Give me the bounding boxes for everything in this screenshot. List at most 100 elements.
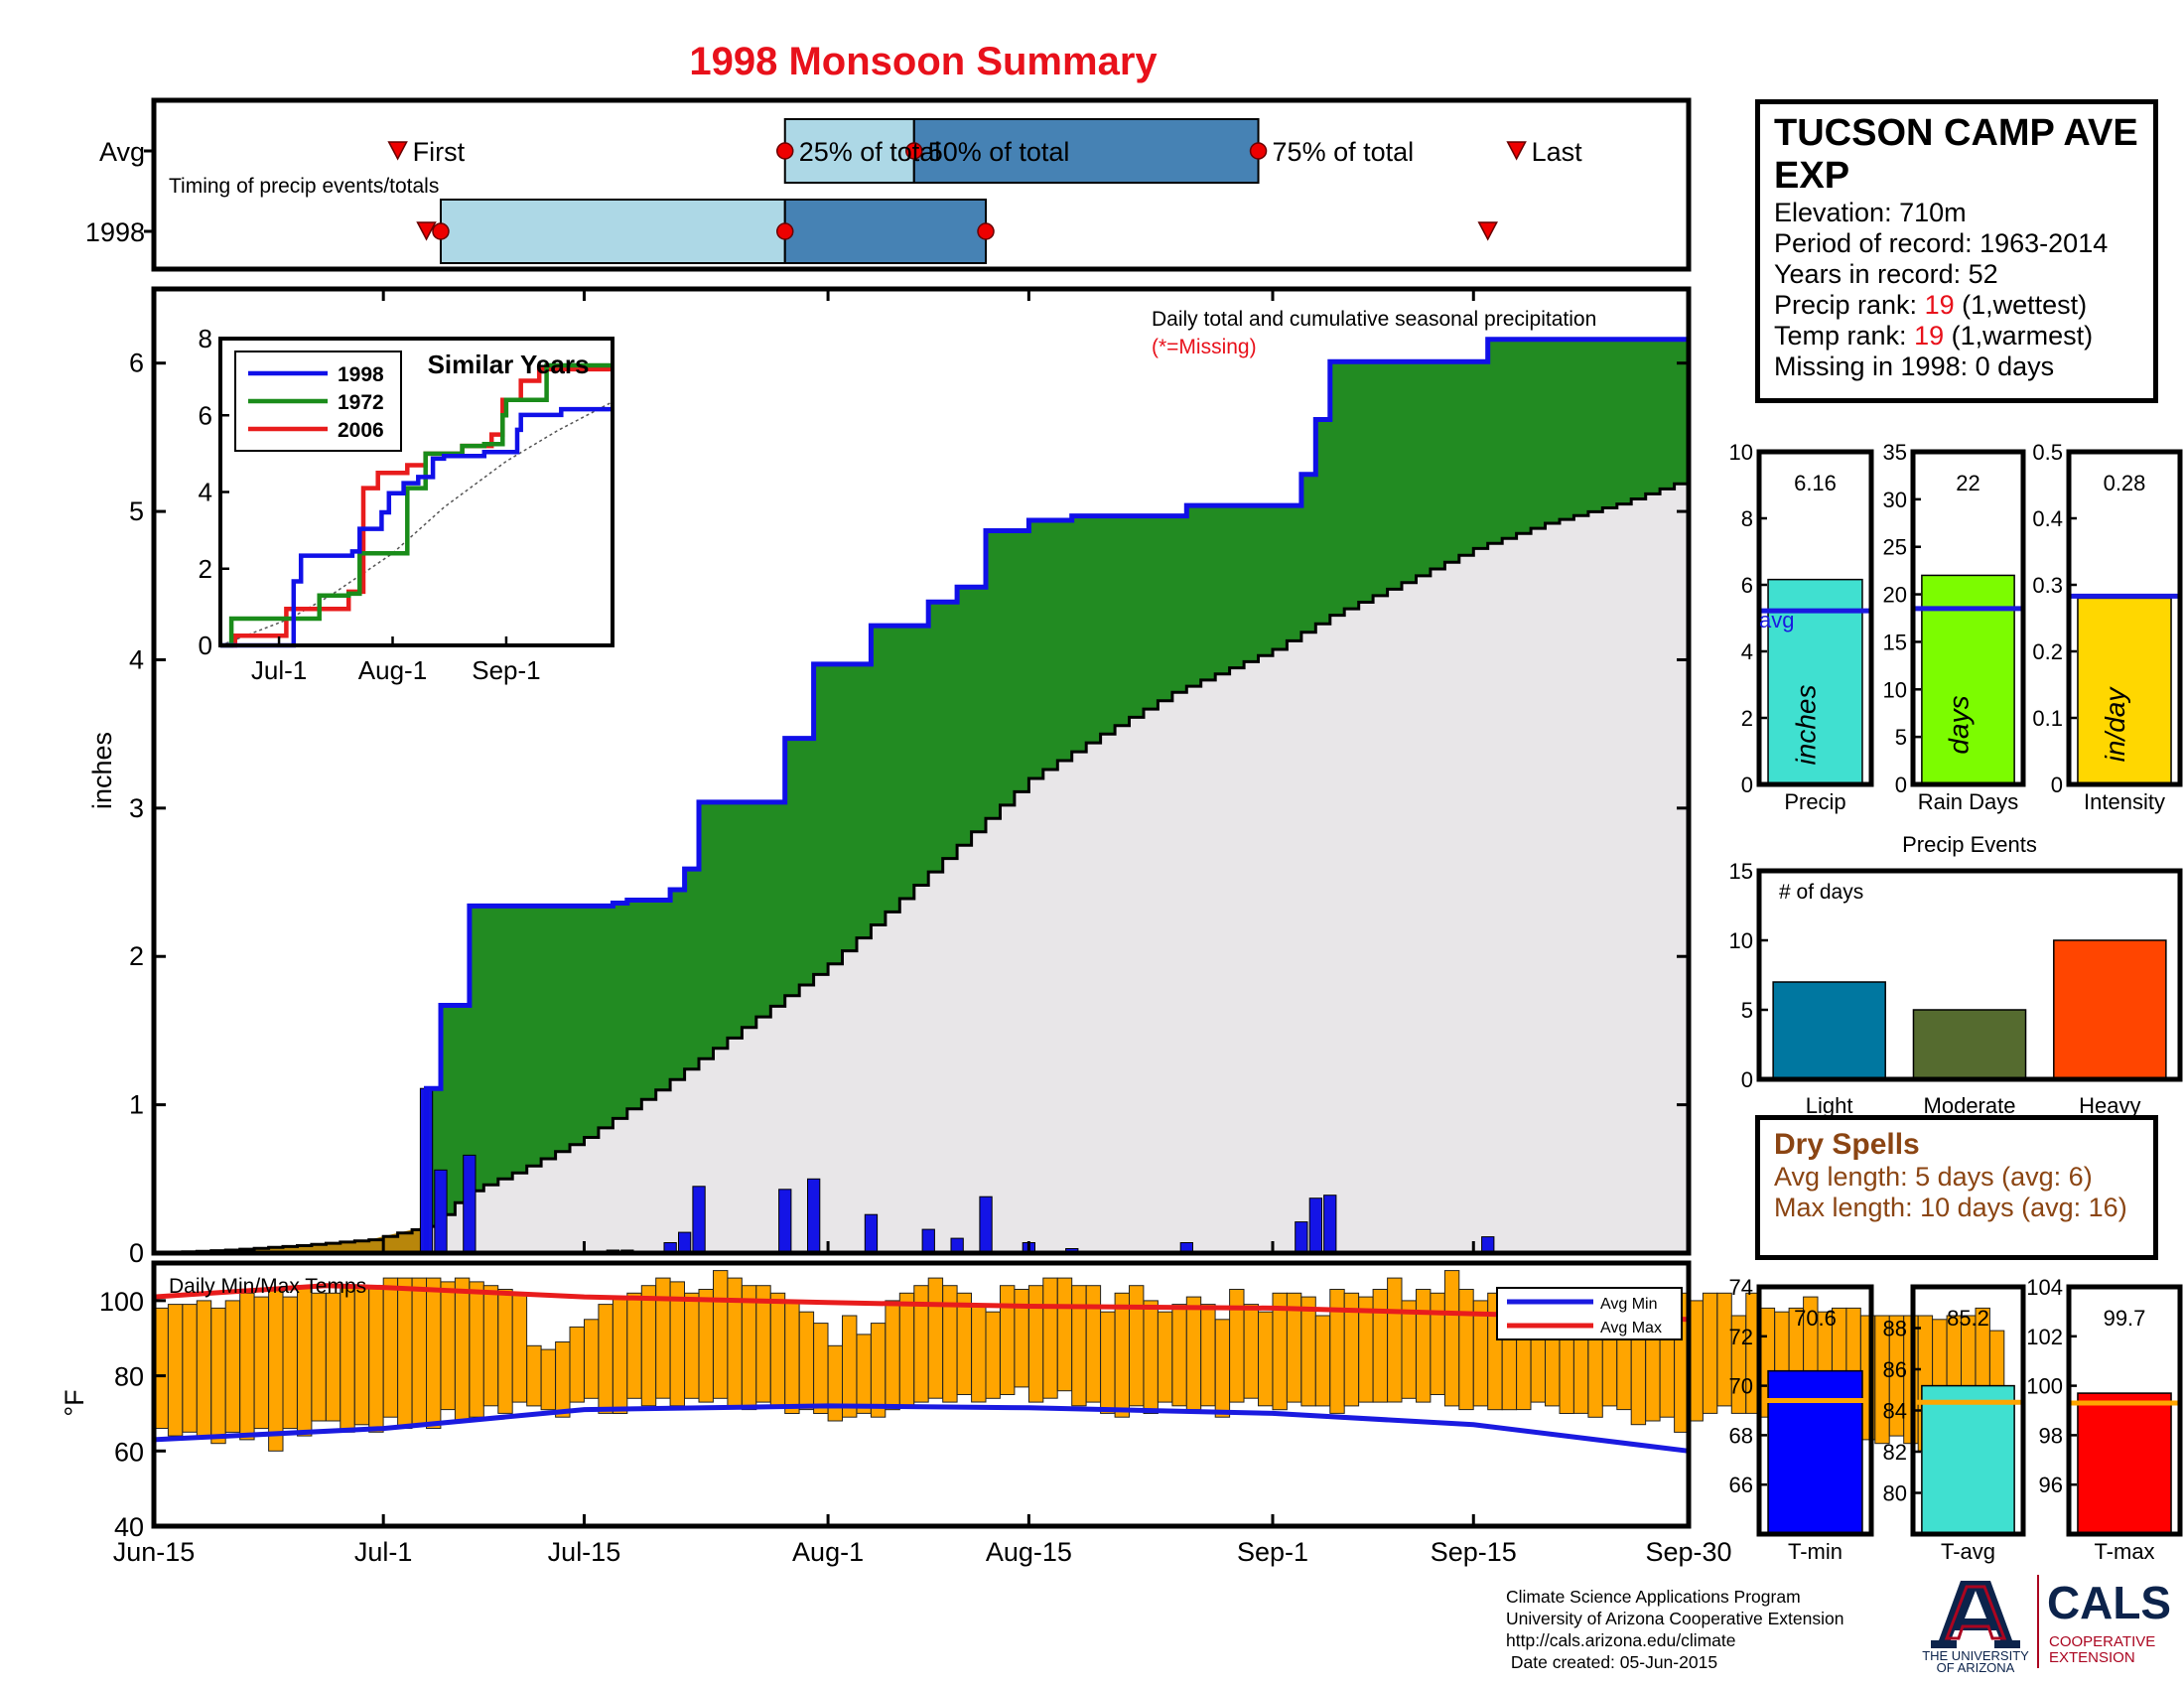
daily-temp-bar — [827, 1344, 843, 1422]
daily-temp-bar — [1258, 1311, 1274, 1407]
summary-ytick-label: 88 — [1883, 1317, 1907, 1341]
daily-temp-bar — [769, 1292, 786, 1407]
inset-xtick-label: Jul-1 — [251, 655, 307, 685]
inset-legend-label: 1998 — [338, 363, 384, 386]
events-frame — [1756, 868, 2183, 1082]
station-years: Years in record: 52 — [1774, 259, 2139, 290]
events-ylabel: # of days — [1779, 881, 1863, 904]
timing-quantile-marker — [977, 222, 995, 240]
temps-legend-min-label: Avg Min — [1600, 1296, 1658, 1313]
events-title: Precip Events — [1902, 832, 2037, 857]
daily-temp-bar — [741, 1285, 757, 1411]
daily-temp-bar — [1214, 1319, 1231, 1418]
timing-label-last: Last — [1532, 137, 1583, 167]
summary-panel-label: Rain Days — [1918, 789, 2018, 814]
summary-avg-label: avg — [1759, 608, 1794, 633]
summary-unit-label: inches — [1791, 685, 1822, 766]
temps-xtick-label: Aug-1 — [792, 1537, 864, 1567]
daily-temp-bar — [1443, 1270, 1460, 1407]
daily-temp-bar — [1387, 1277, 1403, 1403]
timing-subtitle: Timing of precip events/totals — [169, 175, 439, 198]
temp-rank-label: Temp rank: — [1774, 321, 1915, 351]
event-category-label: Heavy — [2079, 1093, 2140, 1118]
daily-precip-bar — [1323, 1195, 1337, 1254]
years-label: Years in record: — [1774, 259, 1969, 289]
coop-line1: COOPERATIVE — [2049, 1633, 2155, 1650]
inset-xtick-label: Aug-1 — [358, 655, 427, 685]
summary-ytick-label: 0 — [1895, 773, 1907, 797]
precip-ytick-label: 6 — [129, 349, 144, 378]
credits-block: Climate Science Applications Program Uni… — [1506, 1586, 1843, 1673]
daily-temp-bar — [640, 1285, 657, 1407]
daily-temp-bar — [612, 1296, 628, 1414]
event-category-label: Light — [1806, 1093, 1853, 1118]
summary-ytick-label: 68 — [1729, 1423, 1753, 1448]
timing-box-q50-q75 — [783, 199, 988, 264]
summary-panel-label: T-avg — [1941, 1539, 1995, 1564]
summary-value-label: 99.7 — [2104, 1306, 2146, 1331]
daily-temp-bar — [454, 1277, 471, 1422]
station-name-line2: EXP — [1774, 155, 1850, 197]
daily-precip-bar — [979, 1196, 993, 1254]
block-a-icon — [1931, 1581, 2020, 1648]
daily-temp-bar — [971, 1304, 987, 1403]
summary-ytick-label: 8 — [1741, 506, 1753, 531]
elevation-value: 710m — [1899, 198, 1967, 227]
daily-temp-bar — [253, 1296, 270, 1430]
inset-series-line-1972 — [220, 362, 613, 648]
missing-label: Missing in 1998: — [1774, 352, 1976, 381]
climatology-line — [154, 479, 1691, 1255]
ua-logo-line2: OF ARIZONA — [1937, 1660, 2015, 1673]
elevation-label: Elevation: — [1774, 198, 1900, 227]
summary-ytick-label: 10 — [1883, 677, 1907, 702]
daily-temp-bar — [167, 1304, 184, 1437]
summary-ytick-label: 86 — [1883, 1357, 1907, 1382]
daily-precip-bar — [807, 1178, 821, 1254]
timing-quantile-marker — [905, 142, 923, 160]
summary-ytick-label: 10 — [1729, 440, 1753, 465]
timing-label-q50: 50% of total — [928, 137, 1070, 167]
temps-xtick-label: Sep-30 — [1645, 1537, 1731, 1567]
temps-subtitle: Daily Min/Max Temps — [169, 1275, 366, 1298]
daily-precip-bar — [864, 1213, 879, 1254]
daily-temp-bar — [1143, 1300, 1159, 1415]
daily-temp-bar — [469, 1281, 484, 1418]
daily-temp-bar — [1416, 1289, 1432, 1403]
daily-temp-bar — [985, 1311, 1001, 1399]
temps-xtick-label: Sep-1 — [1237, 1537, 1308, 1567]
daily-temp-bar — [282, 1296, 298, 1430]
summary-panel-label: T-min — [1788, 1539, 1843, 1564]
temps-ytick-label: 60 — [114, 1437, 144, 1467]
precip-frame — [151, 286, 1692, 1256]
daily-temp-bar — [898, 1292, 915, 1407]
timing-box-q25-q50 — [439, 199, 786, 264]
credit-line-3[interactable]: http://cals.arizona.edu/climate — [1506, 1630, 1736, 1650]
daily-temp-bar — [239, 1292, 255, 1441]
temp-rank-note: (1,warmest) — [1944, 321, 2094, 351]
summary-ytick-label: 100 — [2026, 1374, 2063, 1399]
daily-temp-bar — [856, 1334, 872, 1414]
coop-line2: EXTENSION — [2049, 1649, 2135, 1666]
daily-temp-bar — [784, 1300, 800, 1415]
daily-temp-bar — [397, 1277, 413, 1429]
avg-max-line — [153, 1283, 1690, 1323]
timing-label-q75: 75% of total — [1273, 137, 1415, 167]
temps-ytick-label: 40 — [114, 1512, 144, 1542]
daily-temp-bar — [956, 1292, 972, 1396]
summary-ytick-label: 0.5 — [2032, 440, 2063, 465]
dry-spells-box: Dry Spells Avg length: 5 days (avg: 6) M… — [1755, 1115, 2158, 1260]
summary-panel-label: T-max — [2094, 1539, 2154, 1564]
precip-rank-label: Precip rank: — [1774, 290, 1925, 320]
season-bars: 0 2 4 6 8 10 6.16 Precip inches 0 5 10 15 20 25 30 35 22 R… — [1729, 440, 2183, 814]
precip-subtitle: Daily total and cumulative seasonal prec… — [1152, 308, 1596, 331]
daily-precip-bar — [921, 1228, 935, 1254]
daily-temp-bar — [1129, 1285, 1145, 1407]
dry-spells-title: Dry Spells — [1774, 1128, 1920, 1161]
timing-frame — [151, 97, 1692, 272]
temps-xtick-label: Aug-15 — [986, 1537, 1072, 1567]
inset-ytick-label: 6 — [199, 400, 212, 430]
summary-ytick-label: 0.2 — [2032, 639, 2063, 664]
summary-value-label: 0.28 — [2104, 471, 2146, 495]
station-info-box: TUCSON CAMP AVE EXP Elevation: 710m Peri… — [1755, 99, 2158, 403]
daily-temp-bar — [1000, 1285, 1016, 1395]
